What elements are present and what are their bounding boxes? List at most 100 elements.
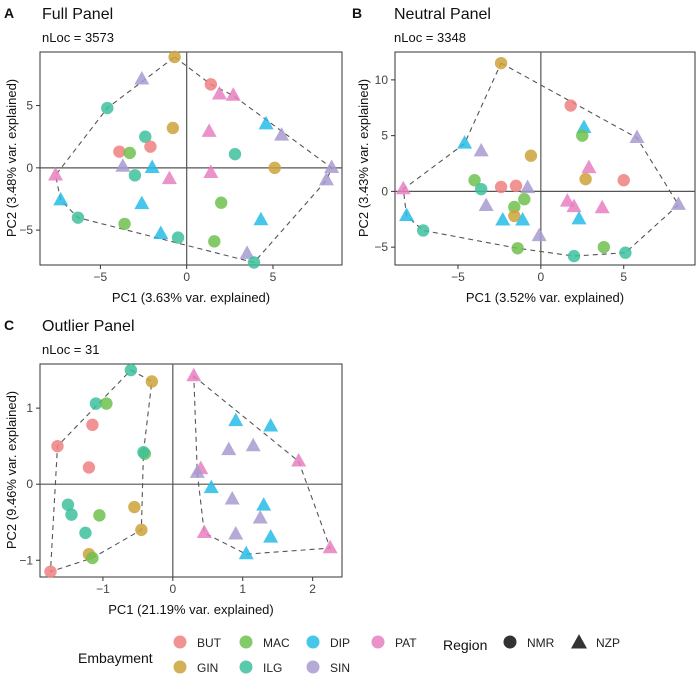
panel-b-xtick-label: −5 — [451, 270, 465, 284]
panel-b-point-ilg-nmr — [567, 249, 581, 263]
panel-a-point-ilg-nmr — [139, 130, 152, 143]
panel-c-point-ilg-nmr — [137, 446, 150, 459]
panel-b-xtick-label: 5 — [620, 270, 627, 284]
panel-c-point-ilg-nmr — [124, 363, 138, 377]
legend-swatch-gin — [173, 660, 187, 674]
panel-b-xlabel: PC1 (3.52% var. explained) — [466, 290, 624, 305]
panel-b-hull — [402, 62, 680, 257]
panel-c-point-dip-nzp — [263, 418, 279, 432]
panel-b-ytick-label: 10 — [375, 73, 389, 87]
panel-a-ytick-label: 5 — [26, 99, 33, 113]
panel-a-point-mac-nmr — [118, 217, 131, 231]
panel-a-plot-frame — [39, 51, 343, 266]
panel-b-point-ilg-nmr — [474, 182, 488, 196]
panel-c-point-but-nmr — [86, 418, 99, 432]
panel-b-plot-layer: −5 0 5 −5 0 5 10 — [374, 52, 695, 284]
panel-c-xtick-label: 2 — [309, 582, 316, 596]
panel-c-point-sin-nzp — [252, 510, 268, 524]
panel-b-point-sin-nzp — [473, 142, 489, 157]
panel-a-xtick-label: 0 — [183, 270, 190, 284]
panel-b-point-mac-nmr — [508, 200, 521, 214]
legend-label-gin: GIN — [197, 661, 218, 675]
panel-c-plot-layer: −1 0 1 2 −1 0 1 — [19, 363, 342, 596]
legend-region-title: Region — [443, 637, 487, 653]
legend-label-mac: MAC — [263, 636, 290, 650]
panel-a-point-pat-nzp — [211, 85, 227, 100]
panel-a-ytick-label: 0 — [26, 161, 33, 175]
legend-embayment-title: Embayment — [78, 650, 153, 666]
panel-b-point-gin-nmr — [494, 56, 508, 70]
panel-c-point-mac-nmr — [86, 551, 99, 565]
panel-c-point-mac-nmr — [93, 509, 106, 522]
panel-b-point-mac-nmr — [468, 174, 481, 187]
panel-a-point-gin-nmr — [168, 50, 181, 64]
panel-b-point-pat-nzp — [566, 198, 582, 213]
panel-c-point-sin-nzp — [228, 526, 244, 540]
panel-b-point-but-nmr — [617, 174, 630, 187]
panel-b-point-pat-nzp — [395, 180, 411, 195]
panel-c-ytick-label: 0 — [26, 477, 33, 491]
legend-label-but: BUT — [197, 636, 222, 650]
panel-a-point-mac-nmr — [215, 196, 228, 209]
panel-a-point-pat-nzp — [48, 166, 64, 181]
panel-a-title: Full Panel — [42, 6, 113, 23]
legend-swatch-pat — [371, 635, 385, 649]
panel-a-point-dip-nzp — [53, 191, 69, 206]
panel-c-subtitle: nLoc = 31 — [42, 342, 99, 357]
panel-a-point-sin-nzp — [134, 71, 150, 85]
panel-b-xtick-label: 0 — [538, 270, 545, 284]
panel-b-point-but-nmr — [509, 179, 523, 193]
panel-a-point-ilg-nmr — [128, 169, 142, 182]
panel-a-point-ilg-nmr — [71, 211, 85, 224]
panel-b-point-sin-nzp — [520, 179, 536, 194]
panel-c-point-gin-nmr — [128, 500, 141, 514]
panel-b: B Neutral Panel nLoc = 3348 −5 0 5 −5 0 5 10 P… — [352, 5, 696, 305]
panel-b-ytick-label: −5 — [374, 240, 388, 254]
legend-swatch-ilg — [239, 660, 253, 674]
panel-a-subtitle: nLoc = 3573 — [42, 30, 114, 45]
panel-c-point-sin-nzp — [224, 491, 240, 505]
panel-c-point-sin-nzp — [189, 464, 205, 478]
panel-a-point-dip-nzp — [253, 211, 269, 226]
panel-a-point-dip-nzp — [144, 159, 160, 173]
panel-b-point-ilg-nmr — [619, 246, 632, 259]
panel-a-xlabel: PC1 (3.63% var. explained) — [112, 290, 270, 305]
panel-a-point-sin-nzp — [318, 171, 334, 186]
legend-label-dip: DIP — [330, 636, 350, 650]
panel-b-point-ilg-nmr — [416, 224, 430, 237]
panel-b-ytick-label: 0 — [381, 184, 388, 198]
panel-c-title: Outlier Panel — [42, 318, 135, 335]
panel-c-point-dip-nzp — [256, 497, 272, 511]
panel-c-point-pat-nzp — [186, 367, 202, 382]
panel-c-point-dip-nzp — [238, 545, 254, 560]
panel-a-ylabel: PC2 (3.48% var. explained) — [4, 79, 19, 237]
panel-c-xtick-label: 1 — [239, 582, 246, 596]
legend-swatch-but — [173, 635, 187, 649]
panel-b-point-sin-nzp — [629, 129, 645, 143]
panel-b-point-dip-nzp — [495, 212, 511, 226]
panel-c-point-dip-nzp — [228, 412, 244, 427]
panel-a-point-ilg-nmr — [228, 147, 242, 161]
panel-a-point-pat-nzp — [201, 123, 217, 137]
panel-b-letter: B — [352, 5, 362, 21]
panel-a-point-pat-nzp — [203, 164, 219, 178]
panel-c-point-but-nmr — [51, 439, 64, 453]
panel-c-point-pat-nzp — [291, 453, 307, 467]
panel-a-point-dip-nzp — [134, 195, 150, 210]
panel-b-point-dip-nzp — [515, 212, 531, 226]
panel-a-plot-layer: −5 0 5 −5 0 5 — [19, 50, 342, 284]
panel-b-point-gin-nmr — [508, 209, 521, 223]
panel-a-point-sin-nzp — [115, 158, 131, 172]
panel-b-ytick-label: 5 — [381, 129, 388, 143]
panel-c-letter: C — [4, 317, 14, 333]
panel-c-plot-frame — [39, 363, 343, 578]
panel-b-point-mac-nmr — [597, 240, 611, 254]
panel-c-ylabel: PC2 (9.46% var. explained) — [4, 391, 19, 549]
panel-c-point-dip-nzp — [203, 479, 219, 494]
panel-a-point-sin-nzp — [239, 245, 255, 259]
panel-c-point-dip-nzp — [263, 529, 279, 543]
legend-swatch-dip — [306, 635, 320, 649]
panel-c-point-sin-nzp — [245, 437, 261, 452]
panel-b-point-pat-nzp — [581, 159, 597, 174]
panel-c-xtick-label: −1 — [96, 582, 110, 596]
